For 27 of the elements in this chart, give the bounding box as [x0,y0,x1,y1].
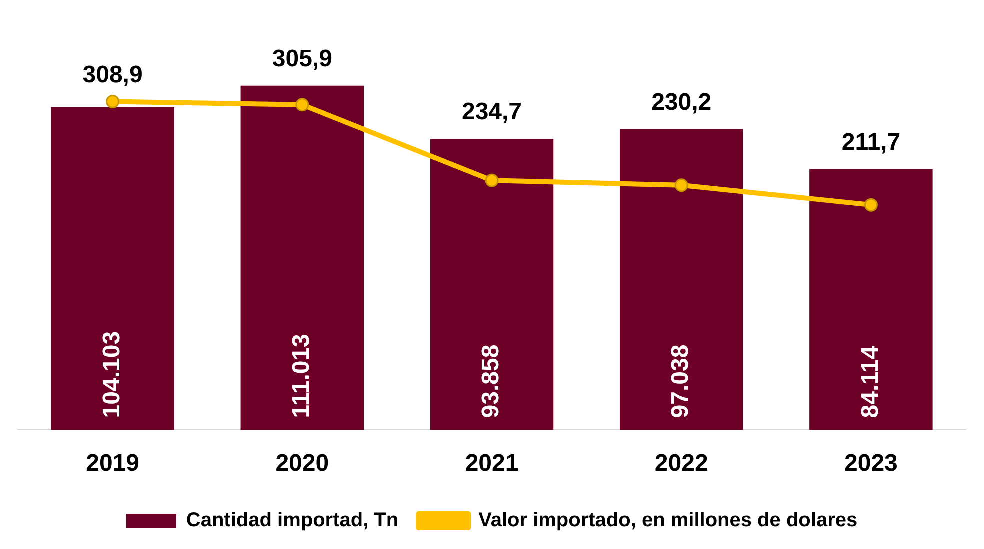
x-tick-label: 2022 [654,450,708,478]
point [106,94,120,108]
legend-label: Valor importado, en millones de dolares [478,510,858,532]
x-tick-label: 2023 [844,450,898,478]
data-label: 234,7 [462,98,522,126]
point [296,98,310,112]
data-label: 308,9 [82,61,143,88]
data-label: 230,2 [652,88,712,116]
data-label: 104.103 [98,331,126,418]
point [864,198,878,212]
data-label: 93.858 [478,344,505,418]
x-tick-label: 2019 [86,450,140,478]
bar [430,139,554,430]
bar [620,129,744,430]
point [674,178,688,192]
data-label: 211,7 [842,128,901,156]
bar [51,107,174,430]
bar [810,169,933,430]
data-label: 84.114 [856,345,884,418]
data-label: 305,9 [272,46,332,72]
point [485,174,499,188]
x-tick-label: 2021 [465,450,519,478]
data-label: 97.038 [667,344,694,418]
x-tick-label: 2020 [276,450,330,478]
legend-label: Cantidad importad, Tn [186,510,399,532]
bar [240,86,364,430]
data-label: 111.013 [288,334,316,418]
